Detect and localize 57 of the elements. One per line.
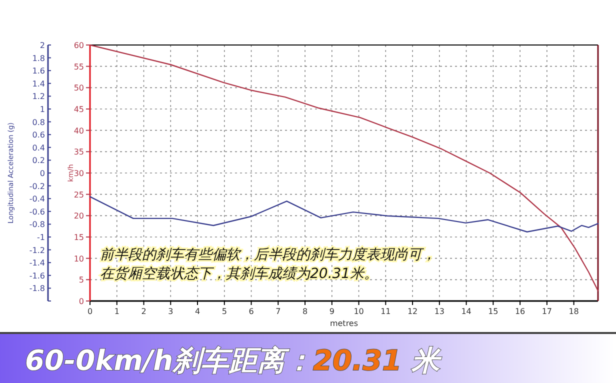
y-tick-label: 15 (74, 233, 84, 242)
y2-tick-label: 1.2 (32, 92, 45, 102)
x-tick-label: 9 (329, 307, 334, 316)
y-tick-label: 30 (74, 169, 84, 178)
y-tick-label: 10 (74, 254, 84, 264)
y2-tick-label: 0.6 (32, 130, 45, 140)
x-tick-label: 6 (248, 307, 254, 316)
y2-tick-label: 1 (40, 105, 45, 114)
x-tick-label: 7 (276, 307, 281, 316)
x-tick-label: 3 (168, 307, 174, 316)
y2-tick-label: 1.4 (32, 79, 45, 88)
y-tick-label: 35 (74, 148, 84, 157)
x-tick-label: 17 (542, 307, 552, 316)
y-tick-label: 0 (78, 297, 84, 306)
y2-tick-label: -1.4 (29, 258, 45, 268)
y2-tick-label: 1.8 (32, 54, 45, 63)
x-tick-label: 4 (194, 307, 200, 316)
y2-tick-label: -0.6 (29, 207, 45, 216)
y2-tick-label: -1 (37, 233, 45, 242)
y-tick-label: 5 (78, 276, 84, 285)
y-tick-label: 40 (74, 126, 84, 136)
line-series (89, 196, 599, 232)
x-tick-label: 13 (434, 307, 445, 316)
x-tick-label: 8 (302, 307, 308, 316)
x-tick-label: 0 (87, 307, 93, 316)
y2-tick-label: 0.8 (32, 118, 45, 127)
text: 60-0km/h刹车距离：20.31 米 (25, 344, 442, 377)
y-tick-label: 55 (74, 62, 84, 72)
y2-tick-label: -0.8 (29, 220, 45, 230)
y2-tick-label: 0 (40, 169, 45, 178)
x-tick-label: 10 (354, 307, 364, 316)
annotation: 在货厢空载状态下，其刹车成绩为20.31米。 (100, 266, 378, 282)
y2-tick-label: -1.8 (29, 284, 45, 294)
y-tick-label: 20 (74, 212, 84, 221)
y2-tick-label: -0.4 (29, 194, 45, 204)
x-tick-label: 1 (114, 307, 120, 316)
y2-tick-label: 0.2 (32, 156, 45, 166)
x-axis-title: metres (330, 319, 358, 328)
y-tick-label: 50 (74, 84, 84, 93)
y-tick-label: 45 (74, 105, 84, 114)
y-tick-label: 25 (74, 190, 84, 200)
y2-tick-label: 2 (40, 41, 45, 50)
x-tick-label: 16 (514, 307, 526, 316)
y2-tick-label: -0.2 (29, 182, 45, 191)
x-tick-label: 11 (380, 307, 391, 316)
x-tick-label: 2 (141, 307, 146, 316)
annotation: 前半段的刹车有些偏软，后半段的刹车力度表现尚可， (100, 247, 436, 263)
y2-tick-label: -1.6 (29, 271, 45, 280)
x-tick-label: 18 (568, 307, 579, 316)
y2-tick-label: 0.4 (32, 143, 45, 152)
y2-tick-label: -1.2 (29, 246, 45, 255)
x-tick-label: 15 (488, 307, 498, 316)
y2-tick-label: 1.6 (32, 66, 45, 76)
y-tick-label: 60 (74, 41, 84, 50)
x-tick-label: 12 (407, 307, 418, 316)
x-tick-label: 14 (461, 307, 472, 316)
x-tick-label: 5 (222, 307, 227, 316)
